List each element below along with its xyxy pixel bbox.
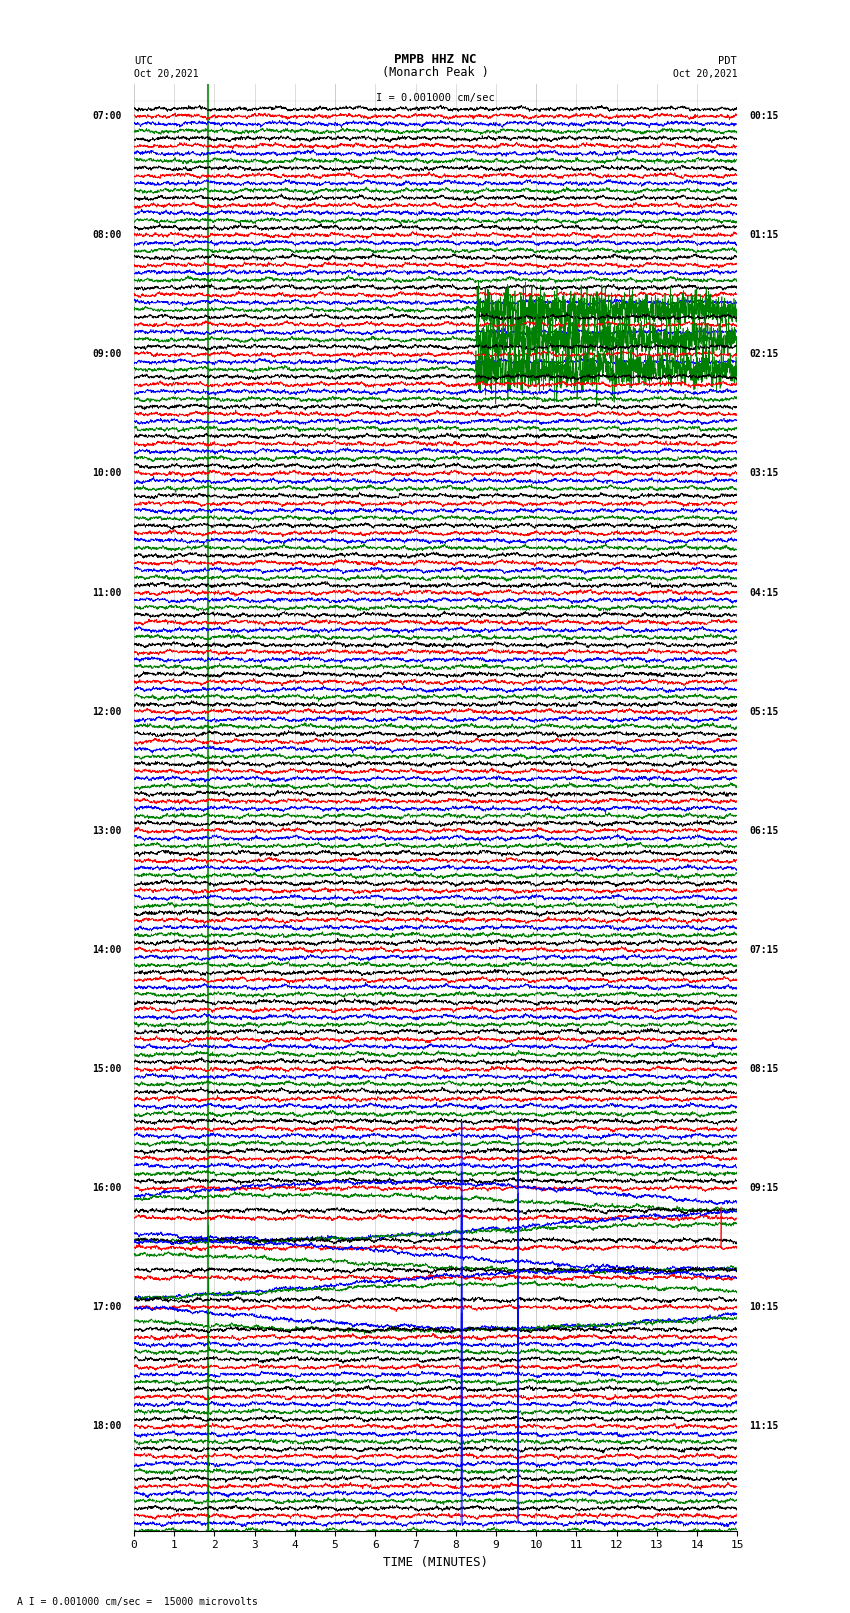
Text: 08:15: 08:15 bbox=[749, 1065, 779, 1074]
Text: Oct 20,2021: Oct 20,2021 bbox=[672, 69, 737, 79]
Text: 09:00: 09:00 bbox=[93, 350, 122, 360]
Text: 02:15: 02:15 bbox=[749, 350, 779, 360]
Text: 05:15: 05:15 bbox=[749, 706, 779, 716]
Text: 11:00: 11:00 bbox=[93, 587, 122, 597]
Text: 12:00: 12:00 bbox=[93, 706, 122, 716]
Text: 18:00: 18:00 bbox=[93, 1421, 122, 1431]
Text: 07:00: 07:00 bbox=[93, 111, 122, 121]
Text: 16:00: 16:00 bbox=[93, 1184, 122, 1194]
Text: 08:00: 08:00 bbox=[93, 231, 122, 240]
Text: PMPB HHZ NC: PMPB HHZ NC bbox=[394, 53, 477, 66]
Text: 06:15: 06:15 bbox=[749, 826, 779, 836]
Text: 09:15: 09:15 bbox=[749, 1184, 779, 1194]
Text: 03:15: 03:15 bbox=[749, 468, 779, 479]
Text: A I = 0.001000 cm/sec =  15000 microvolts: A I = 0.001000 cm/sec = 15000 microvolts bbox=[17, 1597, 258, 1607]
Text: (Monarch Peak ): (Monarch Peak ) bbox=[382, 66, 489, 79]
Text: 07:15: 07:15 bbox=[749, 945, 779, 955]
Text: 01:15: 01:15 bbox=[749, 231, 779, 240]
Text: UTC: UTC bbox=[134, 56, 153, 66]
Text: I = 0.001000 cm/sec: I = 0.001000 cm/sec bbox=[377, 94, 495, 103]
Text: 13:00: 13:00 bbox=[93, 826, 122, 836]
Text: 04:15: 04:15 bbox=[749, 587, 779, 597]
Text: 15:00: 15:00 bbox=[93, 1065, 122, 1074]
Text: 10:15: 10:15 bbox=[749, 1302, 779, 1313]
Text: PDT: PDT bbox=[718, 56, 737, 66]
Text: 14:00: 14:00 bbox=[93, 945, 122, 955]
Text: 00:15: 00:15 bbox=[749, 111, 779, 121]
Text: 10:00: 10:00 bbox=[93, 468, 122, 479]
X-axis label: TIME (MINUTES): TIME (MINUTES) bbox=[383, 1557, 488, 1569]
Text: 11:15: 11:15 bbox=[749, 1421, 779, 1431]
Text: 17:00: 17:00 bbox=[93, 1302, 122, 1313]
Text: Oct 20,2021: Oct 20,2021 bbox=[134, 69, 199, 79]
